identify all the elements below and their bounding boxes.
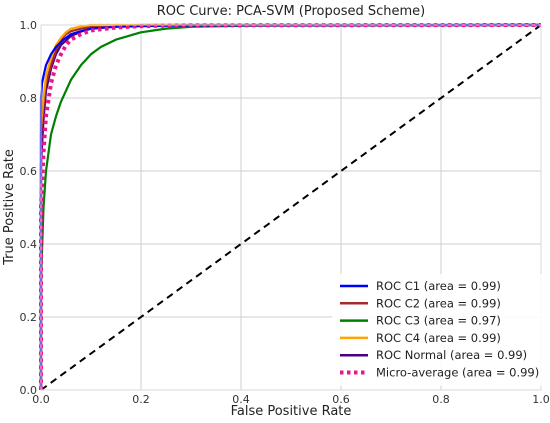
legend-label: ROC C2 (area = 0.99) bbox=[376, 296, 501, 310]
legend: ROC C1 (area = 0.99) ROC C2 (area = 0.99)… bbox=[332, 274, 544, 386]
y-axis-title: True Positive Rate bbox=[2, 149, 17, 266]
y-tick-label: 0.0 bbox=[20, 384, 38, 397]
legend-label: ROC C4 (area = 0.99) bbox=[376, 331, 501, 345]
y-tick-label: 0.8 bbox=[20, 92, 38, 105]
chart-title: ROC Curve: PCA-SVM (Proposed Scheme) bbox=[157, 4, 425, 19]
series-line-2 bbox=[39, 23, 542, 390]
legend-label: ROC C1 (area = 0.99) bbox=[376, 279, 501, 293]
x-tick-label: 0.8 bbox=[432, 393, 450, 406]
x-tick-label: 0.2 bbox=[132, 393, 150, 406]
legend-label: Micro-average (area = 0.99) bbox=[376, 366, 539, 380]
y-tick-label: 0.6 bbox=[20, 165, 38, 178]
ticks: 0.0 0.2 0.4 0.6 0.8 1.0 0.0 0.2 0.4 0.6 0.8 1.0 bbox=[20, 19, 550, 406]
legend-label: ROC C3 (area = 0.97) bbox=[376, 314, 501, 328]
plot-frame bbox=[40, 24, 542, 391]
y-tick-label: 1.0 bbox=[20, 19, 38, 32]
y-tick-label: 0.2 bbox=[20, 311, 38, 324]
x-tick-label: 0.0 bbox=[32, 393, 50, 406]
y-tick-label: 0.4 bbox=[20, 238, 38, 251]
series-line-0 bbox=[39, 23, 542, 390]
x-tick-label: 0.6 bbox=[332, 393, 350, 406]
x-axis-title: False Positive Rate bbox=[231, 404, 352, 419]
x-tick-label: 1.0 bbox=[532, 393, 550, 406]
x-tick-label: 0.4 bbox=[232, 393, 250, 406]
legend-label: ROC Normal (area = 0.99) bbox=[376, 348, 527, 362]
legend-box bbox=[332, 274, 544, 386]
